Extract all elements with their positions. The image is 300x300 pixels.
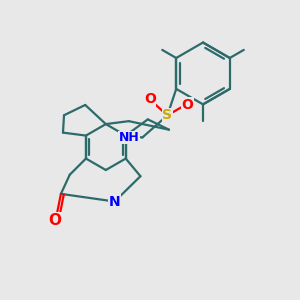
Text: N: N <box>109 194 121 208</box>
Text: O: O <box>49 213 62 228</box>
Text: S: S <box>162 108 172 122</box>
Text: O: O <box>144 92 156 106</box>
Text: O: O <box>182 98 194 112</box>
Text: NH: NH <box>119 131 140 144</box>
